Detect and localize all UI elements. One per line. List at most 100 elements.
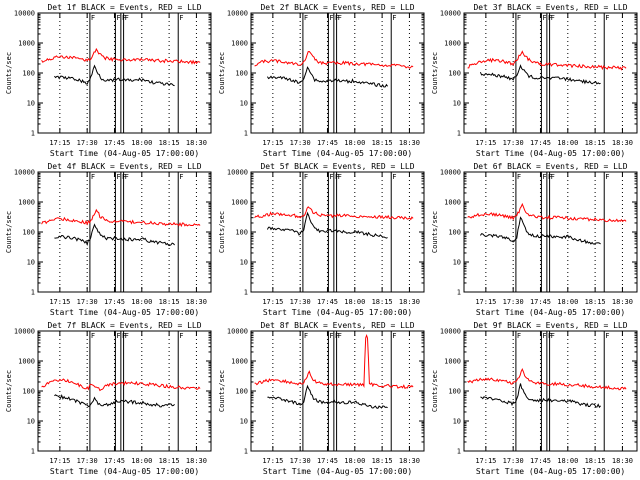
- flag-marker-label: F: [517, 332, 521, 340]
- flag-marker-label: F: [304, 173, 308, 181]
- x-tick-label: 18:30: [612, 298, 633, 306]
- series-lld-red: [41, 378, 201, 392]
- y-axis-label: Counts/sec: [5, 370, 13, 412]
- panel-det-2: Det 2f BLACK = Events, RED = LLD Counts/s…: [218, 3, 425, 158]
- x-tick-label: 17:45: [530, 139, 551, 147]
- y-axis-label: Counts/sec: [431, 370, 439, 412]
- y-tick-label: 1: [31, 289, 35, 297]
- x-tick-label: 17:30: [503, 139, 524, 147]
- x-tick-label: 18:30: [612, 457, 633, 465]
- y-tick-label: 10000: [14, 169, 35, 177]
- x-tick-label: 17:15: [262, 457, 283, 465]
- plot-frame: [37, 12, 212, 134]
- y-axis-label: Counts/sec: [431, 52, 439, 94]
- y-axis-label: Counts/sec: [5, 52, 13, 94]
- panel-det-4: Det 4f BLACK = Events, RED = LLD Counts/s…: [5, 162, 212, 317]
- y-tick-label: 1: [244, 130, 248, 138]
- x-tick-label: 17:30: [290, 298, 311, 306]
- panel-title: Det 7f BLACK = Events, RED = LLD: [47, 321, 201, 330]
- x-tick-label: 18:15: [585, 298, 606, 306]
- x-tick-label: 18:00: [344, 457, 365, 465]
- x-tick-label: 17:30: [77, 298, 98, 306]
- panel-det-7: Det 7f BLACK = Events, RED = LLD Counts/s…: [5, 321, 212, 476]
- y-tick-label: 100: [22, 229, 35, 237]
- x-tick-label: 18:30: [186, 139, 207, 147]
- flag-marker-label: F: [551, 173, 555, 181]
- plot-frame: [250, 171, 425, 293]
- y-tick-label: 10: [453, 418, 461, 426]
- x-axis-label: Start Time (04-Aug-05 17:00:00): [50, 308, 199, 317]
- series-events-black: [54, 64, 175, 87]
- y-tick-label: 1000: [444, 358, 461, 366]
- y-tick-label: 10000: [14, 328, 35, 336]
- y-tick-label: 10: [27, 100, 35, 108]
- y-tick-label: 10: [453, 100, 461, 108]
- flag-marker-label: F: [125, 14, 129, 22]
- x-tick-label: 17:45: [104, 298, 125, 306]
- series-lld-red: [467, 50, 627, 71]
- x-tick-label: 17:15: [49, 298, 70, 306]
- x-tick-label: 18:30: [399, 139, 420, 147]
- plot-frame: [37, 171, 212, 293]
- x-tick-label: 17:15: [49, 457, 70, 465]
- panel-title: Det 2f BLACK = Events, RED = LLD: [260, 3, 414, 12]
- panel-title: Det 1f BLACK = Events, RED = LLD: [47, 3, 201, 12]
- flag-marker-label: F: [542, 332, 546, 340]
- x-tick-label: 17:15: [475, 298, 496, 306]
- series-events-black: [479, 64, 601, 85]
- x-tick-label: 17:15: [262, 298, 283, 306]
- y-tick-label: 1000: [231, 40, 248, 48]
- flag-marker-label: F: [392, 14, 396, 22]
- series-lld-red: [254, 206, 414, 221]
- x-tick-label: 18:30: [399, 457, 420, 465]
- x-axis-label: Start Time (04-Aug-05 17:00:00): [50, 467, 199, 476]
- x-axis-label: Start Time (04-Aug-05 17:00:00): [476, 308, 625, 317]
- y-tick-label: 10: [27, 259, 35, 267]
- y-tick-label: 1: [31, 448, 35, 456]
- y-tick-label: 10000: [227, 169, 248, 177]
- panel-title: Det 9f BLACK = Events, RED = LLD: [473, 321, 627, 330]
- y-tick-label: 1000: [231, 199, 248, 207]
- y-tick-label: 10000: [440, 10, 461, 18]
- plot-frame: [37, 330, 212, 452]
- y-tick-label: 10: [27, 418, 35, 426]
- x-axis-label: Start Time (04-Aug-05 17:00:00): [263, 149, 412, 158]
- panel-title: Det 8f BLACK = Events, RED = LLD: [260, 321, 414, 330]
- y-tick-label: 100: [22, 70, 35, 78]
- plot-frame: [463, 12, 638, 134]
- series-lld-red: [254, 50, 414, 69]
- x-tick-label: 18:30: [399, 298, 420, 306]
- flag-marker-label: F: [392, 332, 396, 340]
- x-tick-label: 18:30: [186, 298, 207, 306]
- panel-title: Det 5f BLACK = Events, RED = LLD: [260, 162, 414, 171]
- x-tick-label: 17:15: [475, 139, 496, 147]
- x-tick-label: 18:15: [159, 457, 180, 465]
- x-tick-label: 18:00: [557, 457, 578, 465]
- flag-marker-label: F: [329, 14, 333, 22]
- flag-marker-label: F: [304, 14, 308, 22]
- y-tick-label: 1: [31, 130, 35, 138]
- y-tick-label: 1: [244, 448, 248, 456]
- flag-marker-label: F: [91, 14, 95, 22]
- series-lld-red: [467, 202, 627, 223]
- y-tick-label: 1000: [444, 199, 461, 207]
- y-tick-label: 10: [240, 100, 248, 108]
- y-tick-label: 10: [453, 259, 461, 267]
- series-events-black: [266, 66, 389, 88]
- series-events-black: [480, 383, 601, 409]
- x-tick-label: 17:30: [77, 139, 98, 147]
- y-axis-label: Counts/sec: [218, 370, 226, 412]
- plot-frame: [250, 330, 425, 452]
- x-tick-label: 18:00: [131, 139, 152, 147]
- flag-marker-label: F: [91, 173, 95, 181]
- flag-marker-label: F: [179, 332, 183, 340]
- panel-det-6: Det 6f BLACK = Events, RED = LLD Counts/s…: [431, 162, 638, 317]
- x-tick-label: 18:15: [159, 298, 180, 306]
- x-tick-label: 18:15: [372, 298, 393, 306]
- y-tick-label: 1: [244, 289, 248, 297]
- x-tick-label: 17:30: [503, 298, 524, 306]
- flag-marker-label: F: [605, 173, 609, 181]
- y-tick-label: 1: [457, 289, 461, 297]
- flag-marker-label: F: [304, 332, 308, 340]
